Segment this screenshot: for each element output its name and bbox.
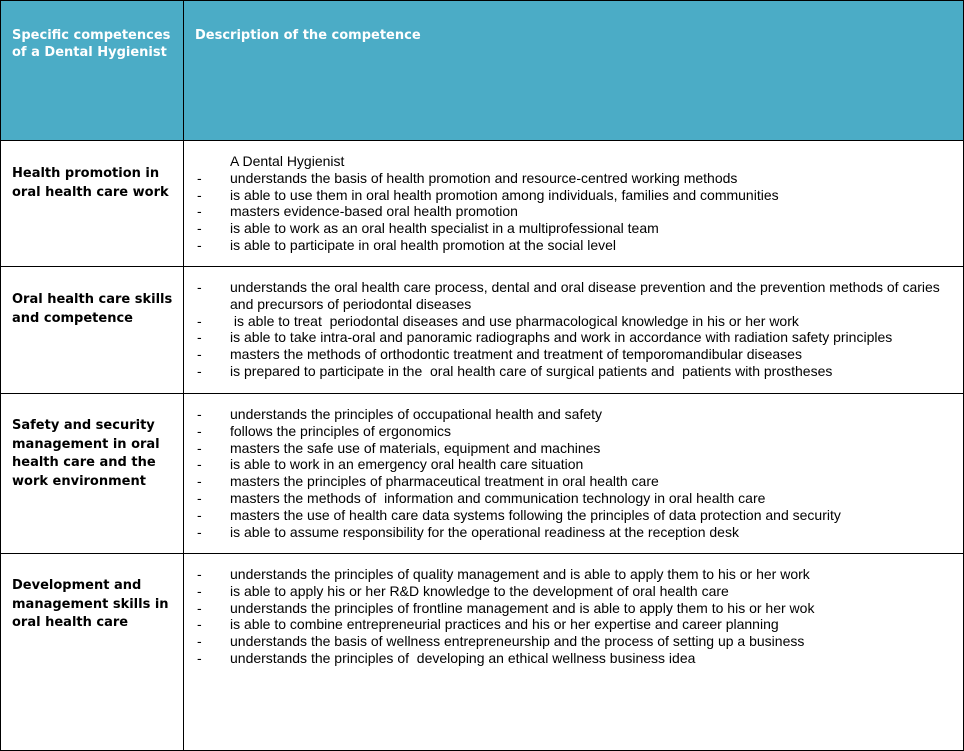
bullet-dash: - — [197, 186, 202, 203]
list-item: - masters the principles of pharmaceutica… — [184, 473, 951, 490]
list-item: - follows the principles of ergonomics — [184, 423, 951, 440]
list-item: - understands the oral health care proces… — [184, 279, 951, 313]
table-row: Oral health care skills and competence -… — [0, 266, 964, 394]
list-item: - is able to participate in oral health p… — [184, 237, 951, 254]
list-item: - understands the principles of occupatio… — [184, 406, 951, 423]
list-item-text: masters evidence-based oral health promo… — [230, 203, 518, 220]
competence-description: - understands the principles of quality m… — [183, 553, 964, 751]
list-item-text: understands the principles of occupation… — [230, 406, 603, 422]
list-item: - is able to treat periodontal diseases … — [184, 313, 951, 330]
list-item-text: masters the methods of orthodontic treat… — [230, 346, 802, 363]
list-item-text: understands the basis of health promotio… — [230, 169, 738, 186]
competence-label: Development and management skills in ora… — [12, 578, 169, 630]
bullet-dash: - — [197, 473, 202, 490]
bullet-dash: - — [197, 422, 202, 439]
header-competences: Specific competences of a Dental Hygieni… — [0, 0, 184, 141]
list-item-text: masters the principles of pharmaceutical… — [230, 473, 659, 490]
list-item: - masters the safe use of materials, equi… — [184, 440, 951, 457]
list-item-text: is able to take intra-oral and panoramic… — [230, 329, 893, 346]
list-item: - understands the basis of health promoti… — [184, 170, 951, 187]
list-item-text: understands the basis of wellness entrep… — [230, 633, 805, 650]
bullet-dash: - — [197, 506, 202, 523]
competence-label: Safety and security management in oral h… — [12, 418, 160, 489]
list-item: - is able to use them in oral health prom… — [184, 187, 951, 204]
bullet-dash: - — [197, 582, 202, 599]
list-item: - is able to work as an oral health speci… — [184, 220, 951, 237]
competence-name: Health promotion in oral health care wor… — [0, 140, 184, 267]
list-item-text: is able to work as an oral health specia… — [230, 220, 659, 237]
table-header-row: Specific competences of a Dental Hygieni… — [0, 0, 964, 141]
list-item-text: is able to participate in oral health pr… — [230, 236, 616, 253]
competence-name: Development and management skills in ora… — [0, 553, 184, 751]
list-item-text: masters the safe use of materials, equip… — [230, 439, 601, 456]
bullet-dash: - — [197, 312, 202, 329]
list-item-text: is able to apply his or her R&D knowledg… — [230, 582, 729, 599]
list-item: - masters the methods of information and … — [184, 490, 951, 507]
list-item-text: understands the principles of quality ma… — [230, 566, 810, 582]
list-item-text: is able to assume responsibility for the… — [230, 523, 739, 540]
bullet-dash: - — [197, 279, 202, 295]
list-item-text: follows the principles of ergonomics — [230, 422, 451, 439]
bullet-dash: - — [197, 566, 202, 582]
list-item: - is able to take intra-oral and panorami… — [184, 329, 951, 346]
list-item: - is able to work in an emergency oral he… — [184, 456, 951, 473]
list-item-text: masters the methods of information and c… — [230, 489, 766, 506]
list-item: - understands the principles of quality m… — [184, 566, 951, 583]
bullet-dash: - — [197, 523, 202, 540]
list-item: - is able to combine entrepreneurial prac… — [184, 616, 951, 633]
competence-description: - understands the principles of occupatio… — [183, 393, 964, 554]
list-item: - masters the methods of orthodontic trea… — [184, 346, 951, 363]
list-item-text: is able to treat periodontal diseases an… — [230, 312, 799, 329]
bullet-dash: - — [197, 633, 202, 650]
bullet-dash: - — [197, 456, 202, 473]
list-item: - understands the basis of wellness entre… — [184, 633, 951, 650]
list-item: - masters the use of health care data sys… — [184, 507, 951, 524]
table-row: Health promotion in oral health care wor… — [0, 140, 964, 267]
competence-name: Safety and security management in oral h… — [0, 393, 184, 554]
bullet-dash: - — [197, 203, 202, 220]
bullet-dash: - — [197, 362, 202, 379]
table-row: Safety and security management in oral h… — [0, 393, 964, 554]
list-item: - is able to assume responsibility for th… — [184, 524, 951, 541]
list-item-text: is able to use them in oral health promo… — [230, 186, 779, 203]
competence-description: - understands the oral health care proces… — [183, 266, 964, 394]
list-item: - masters evidence-based oral health prom… — [184, 203, 951, 220]
list-item-text: is prepared to participate in the oral h… — [230, 362, 833, 379]
bullet-dash: - — [197, 220, 202, 237]
bullet-dash: - — [197, 649, 202, 666]
competence-description: A Dental Hygienist - understands the basis… — [183, 140, 964, 267]
header-description: Description of the competence — [183, 0, 964, 141]
table-row: Development and management skills in ora… — [0, 553, 964, 751]
competence-name: Oral health care skills and competence — [0, 266, 184, 394]
list-item-text: understands the principles of developing… — [230, 649, 696, 666]
bullet-dash: - — [197, 489, 202, 506]
bullet-dash: - — [197, 329, 202, 346]
bullet-dash: - — [197, 346, 202, 363]
list-item-text: masters the use of health care data syst… — [230, 506, 841, 523]
bullet-dash: - — [197, 439, 202, 456]
description-intro: A Dental Hygienist — [230, 153, 345, 169]
bullet-dash: - — [197, 406, 202, 422]
bullet-dash: - — [197, 616, 202, 633]
competence-label: Oral health care skills and competence — [12, 292, 173, 326]
list-item: - is prepared to participate in the oral … — [184, 363, 951, 380]
list-item-text: understands the principles of frontline … — [230, 599, 815, 616]
bullet-dash: - — [197, 169, 202, 186]
list-item: - is able to apply his or her R&D knowled… — [184, 583, 951, 600]
list-item-text: understands the oral health care process… — [230, 279, 944, 312]
list-item-text: is able to combine entrepreneurial pract… — [230, 616, 779, 633]
list-item: - understands the principles of frontline… — [184, 600, 951, 617]
competence-label: Health promotion in oral health care wor… — [12, 166, 169, 200]
list-item-text: is able to work in an emergency oral hea… — [230, 456, 584, 473]
bullet-dash: - — [197, 236, 202, 253]
bullet-dash: - — [197, 599, 202, 616]
list-item: - understands the principles of developin… — [184, 650, 951, 667]
